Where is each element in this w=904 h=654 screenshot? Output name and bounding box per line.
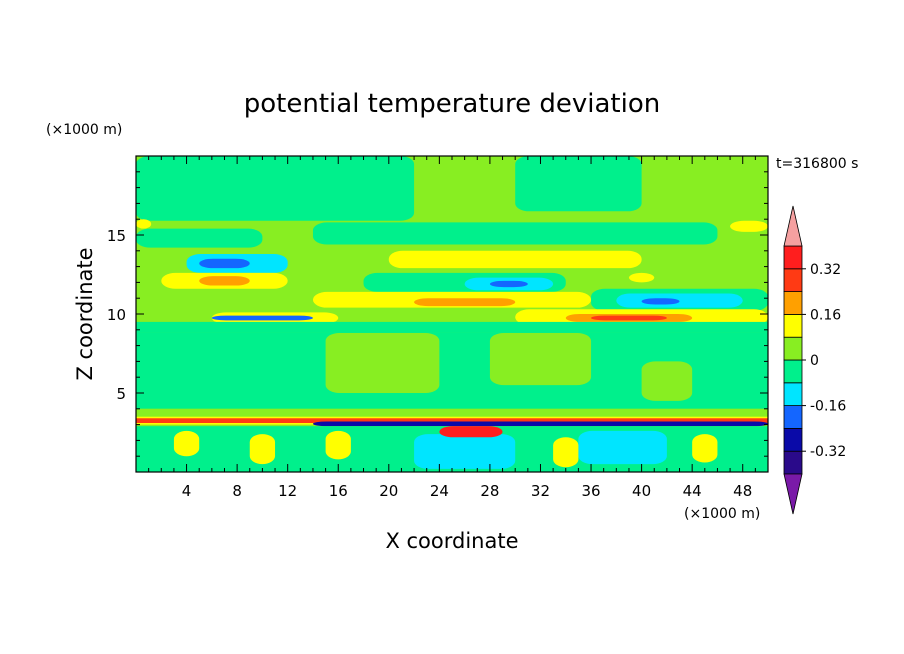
contour-band [312,421,768,427]
contour-band [249,434,276,465]
contour-band [414,298,516,307]
contour-band [388,250,642,269]
colorbar-segment [783,359,803,384]
contour-band [173,430,200,457]
contour-band [325,430,351,460]
contour-band [136,219,152,229]
x-tick-label: 24 [430,482,449,500]
colorbar-segment [783,336,803,361]
contour-band [136,156,415,221]
contour-band [136,408,768,419]
contour-band [591,315,667,321]
contour-field [136,156,768,472]
colorbar-segment [783,450,803,475]
contour-band [553,437,579,468]
x-axis-label: X coordinate [385,529,518,553]
x-tick-label: 8 [232,482,242,500]
chart-title: potential temperature deviation [244,89,660,119]
contour-band [515,156,642,212]
x-tick-label: 36 [581,482,600,500]
x-axis: 4 8 12 16 20 24 28 32 36 40 44 48 [135,156,769,500]
contour-band [136,418,768,424]
contour-band [136,321,768,333]
y-axis: 5 10 15 [107,155,768,473]
contour-band [641,298,680,305]
contour-band [578,430,667,465]
contour-band [628,272,655,283]
x-tick-label: 20 [379,482,398,500]
y-tick-label: 15 [107,227,126,245]
contour-band [312,222,718,245]
contour-band [136,228,263,248]
y-unit-label: (×1000 m) [46,122,122,138]
contour-band [489,280,528,288]
colorbar-segment [783,313,803,338]
x-tick-label: 48 [733,482,752,500]
y-axis-label: Z coordinate [73,247,97,380]
x-tick-label: 28 [480,482,499,500]
contour-band [489,332,592,386]
contour-band [730,220,768,232]
contour-band [199,258,250,269]
x-tick-label: 12 [278,482,297,500]
colorbar-under-triangle [783,473,803,515]
x-tick-label: 4 [182,482,192,500]
contour-band [211,315,313,321]
time-label: t=316800 s [776,156,858,172]
colorbar-segment [783,427,803,452]
contour-band [616,293,743,308]
colorbar-segment [783,245,803,270]
x-unit-label: (×1000 m) [684,506,760,522]
x-tick-label: 32 [531,482,550,500]
x-tick-label: 44 [683,482,702,500]
contour-band [439,426,503,438]
colorbar-segment [783,291,803,315]
x-tick-label: 40 [632,482,651,500]
y-tick-label: 5 [116,385,126,403]
colorbar-tick-label: 0.16 [810,307,841,323]
colorbar-segment [783,405,803,429]
colorbar-tick-label: -0.32 [810,444,846,460]
colorbar-over-triangle [783,205,803,247]
colorbar-segment [783,268,803,292]
x-tick-label: 16 [329,482,348,500]
colorbar-segment [783,382,803,406]
contour-band [199,276,250,286]
contour-band [325,332,440,393]
colorbar-tick-label: -0.16 [810,399,846,415]
colorbar-tick-label: 0 [810,353,819,369]
contour-band [692,434,718,463]
contour-band [414,434,516,469]
colorbar-tick-label: 0.32 [810,262,841,278]
contour-band [641,361,693,401]
colorbar: 0.32 0.16 0 -0.16 -0.32 [783,205,846,515]
y-tick-label: 10 [107,306,126,324]
